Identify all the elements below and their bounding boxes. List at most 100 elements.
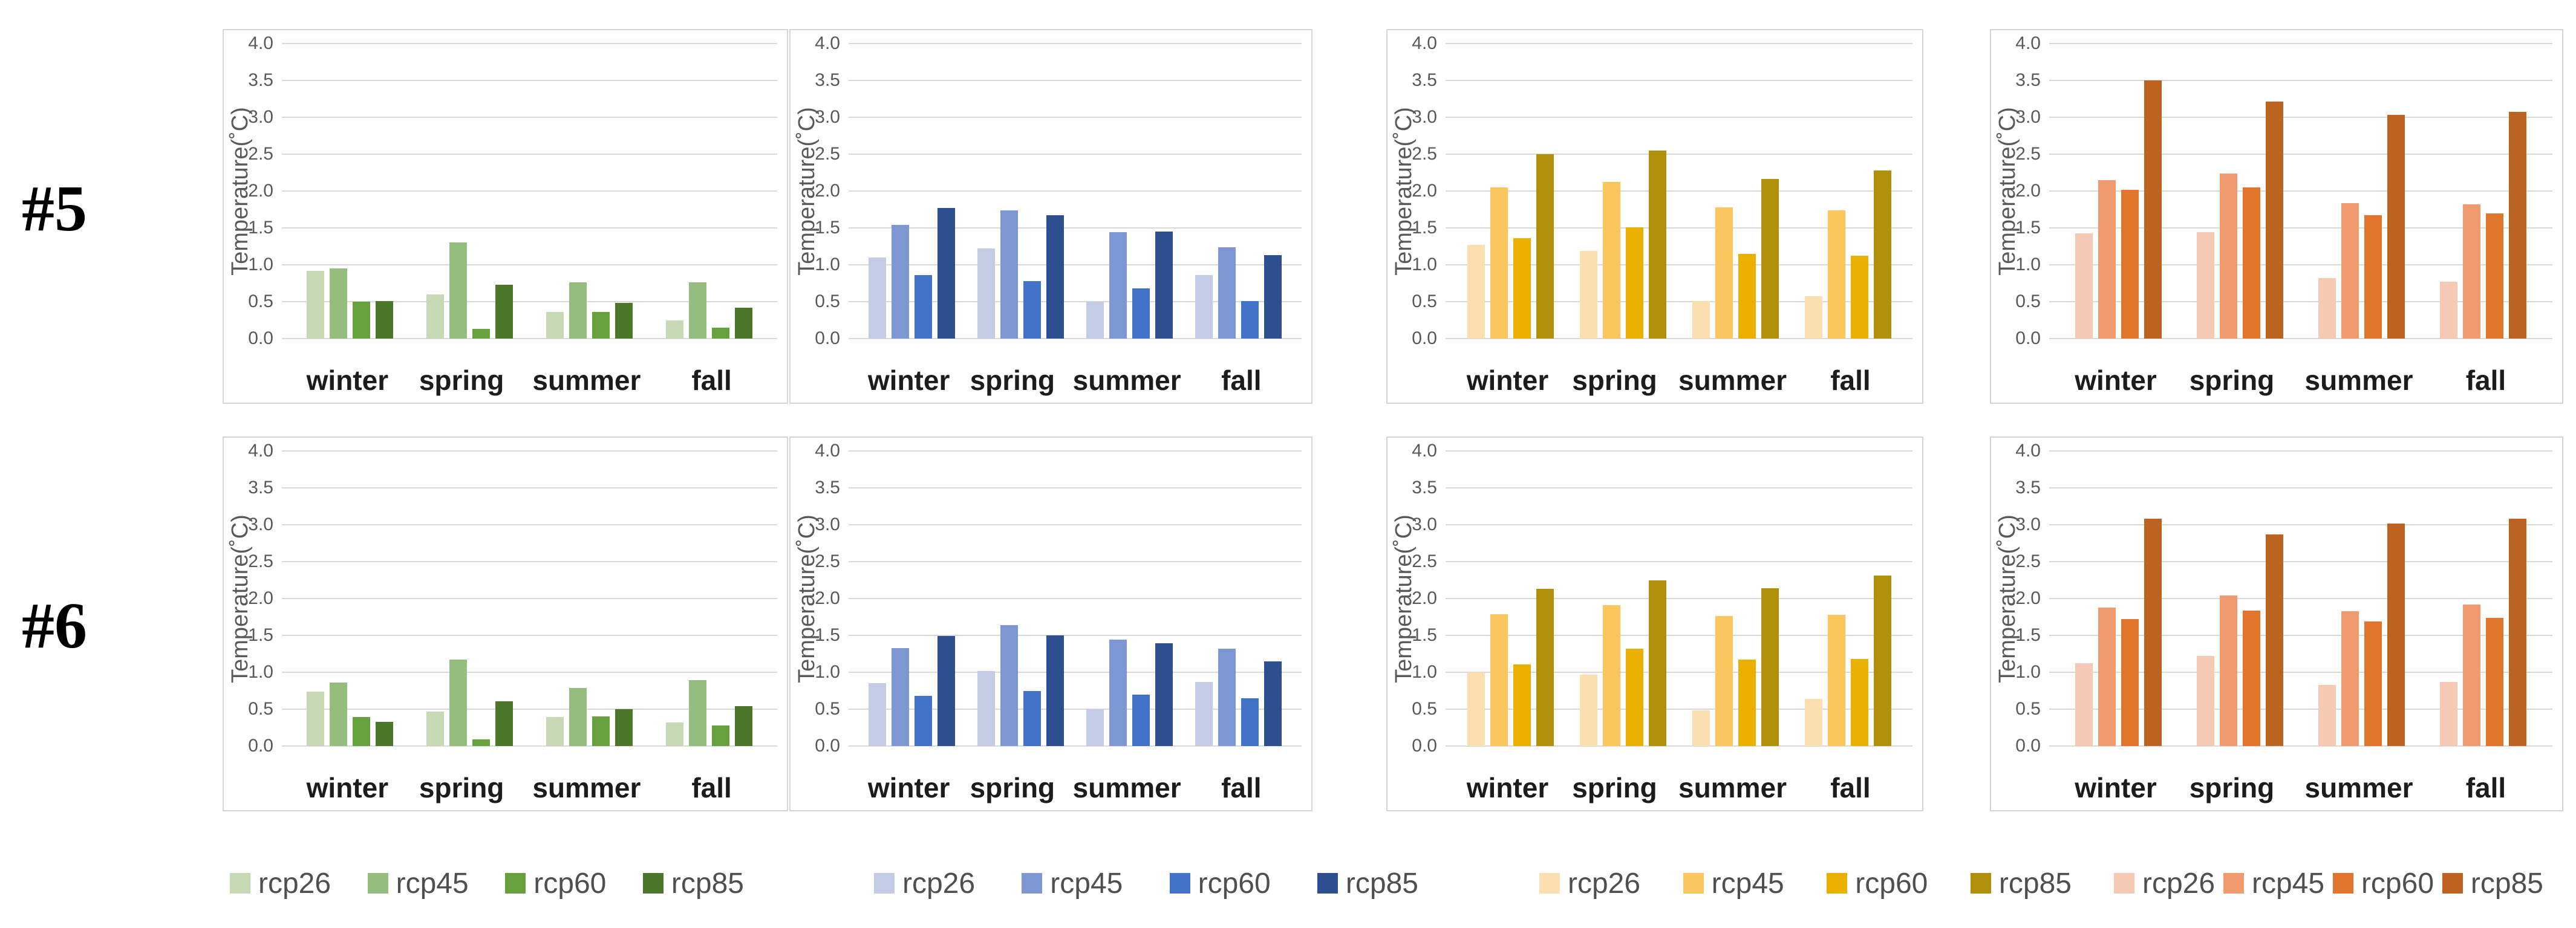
bar-rcp45 [2098, 607, 2116, 746]
x-axis: winter spring summer fall [282, 364, 777, 397]
bar-rcp85 [376, 721, 394, 746]
bar-rcp85 [734, 307, 752, 339]
y-tick-label: 1.0 [2015, 255, 2041, 274]
bar-rcp85 [937, 208, 955, 339]
bar-rcp60 [1738, 660, 1756, 746]
y-tick-label: 0.5 [2015, 699, 2041, 719]
bar-rcp60 [2121, 189, 2139, 339]
y-tick-label: 2.5 [248, 551, 273, 571]
bar-rcp45 [2220, 173, 2237, 339]
legend-item-rcp45: rcp45 [367, 867, 469, 900]
x-axis-label-summer: summer [1072, 772, 1181, 803]
legend-swatch-rcp26 [2114, 873, 2134, 894]
chart-row5-green: Temperature(˚C) 4.0 3.5 3.0 2.5 2.0 1.5 1.0 0.5 0… [223, 29, 788, 404]
bar-rcp45 [1490, 187, 1508, 339]
legend-swatch-rcp85 [2442, 873, 2463, 894]
y-tick-label: 3.0 [248, 514, 273, 534]
y-tick-label: 4.0 [815, 441, 840, 461]
bar-rcp60 [2243, 187, 2260, 339]
y-tick-label: 2.5 [2015, 144, 2041, 164]
y-tick-label: 0.5 [815, 699, 840, 719]
bar-rcp45 [1827, 210, 1845, 339]
bar-rcp26 [546, 717, 564, 746]
y-tick-label: 0.5 [248, 699, 273, 719]
bar-rcp26 [1086, 709, 1104, 746]
gridline [2049, 264, 2552, 265]
x-axis-label-winter: winter [1466, 772, 1549, 803]
bar-rcp85 [1264, 255, 1282, 339]
bar-rcp26 [2440, 681, 2457, 746]
bar-rcp85 [1536, 589, 1554, 746]
bar-group-fall [1195, 451, 1282, 746]
x-axis-label-winter: winter [867, 772, 950, 803]
y-tick-label: 2.0 [1412, 588, 1437, 608]
y-tick-label: 2.0 [815, 588, 840, 608]
y-tick-label: 3.0 [248, 107, 273, 127]
x-axis-label-fall: fall [1830, 772, 1871, 803]
bars [849, 451, 1302, 746]
legend-label-rcp60: rcp60 [1855, 867, 1928, 900]
gridline [849, 487, 1302, 488]
bar-rcp26 [1804, 698, 1822, 746]
gridline [1446, 154, 1912, 155]
bar-rcp45 [330, 268, 348, 339]
y-tick-label: 2.0 [248, 588, 273, 608]
bar-group-winter [2075, 451, 2162, 746]
gridline [1446, 598, 1912, 599]
bar-group-spring [1579, 44, 1666, 339]
bar-rcp60 [1850, 256, 1868, 339]
gridline [282, 227, 777, 229]
y-tick-label: 1.0 [815, 662, 840, 682]
bar-rcp60 [592, 716, 610, 746]
bar-rcp45 [569, 282, 587, 339]
bar-rcp60 [2364, 621, 2382, 746]
gridline [282, 80, 777, 81]
y-tick-label: 3.0 [2015, 107, 2041, 127]
y-tick-label: 1.0 [1412, 255, 1437, 274]
x-axis: winter spring summer fall [1446, 771, 1912, 804]
gridline [849, 264, 1302, 265]
bar-rcp45 [1490, 614, 1508, 746]
gridline [1446, 264, 1912, 265]
legend-swatch-rcp85 [642, 873, 664, 894]
bar-rcp60 [2243, 610, 2260, 746]
y-tick-label: 1.5 [815, 625, 840, 645]
x-axis-label-spring: spring [2189, 772, 2275, 803]
gridline [2049, 635, 2552, 636]
bar-rcp45 [2463, 604, 2480, 746]
bar-rcp85 [1761, 588, 1779, 746]
legend-item-rcp26: rcp26 [2114, 867, 2215, 900]
bar-rcp26 [1195, 275, 1213, 339]
legend-label-rcp60: rcp60 [2361, 867, 2434, 900]
x-axis-label-winter: winter [306, 365, 389, 396]
legend-label-rcp85: rcp85 [1345, 867, 1418, 900]
y-axis: 4.0 3.5 3.0 2.5 2.0 1.5 1.0 0.5 0.0 [1387, 441, 1441, 756]
legend-label-rcp45: rcp45 [1050, 867, 1123, 900]
gridline [849, 338, 1302, 339]
bar-rcp85 [1648, 150, 1666, 339]
y-tick-label: 3.5 [2015, 478, 2041, 498]
bar-rcp45 [1827, 614, 1845, 746]
y-tick-label: 1.5 [248, 625, 273, 645]
gridline [2049, 190, 2552, 192]
y-tick-label: 0.5 [1412, 699, 1437, 719]
bar-rcp45 [1109, 640, 1127, 746]
gridline [1446, 190, 1912, 192]
bar-rcp45 [2341, 203, 2359, 339]
bar-rcp85 [734, 706, 752, 746]
bar-rcp60 [2486, 213, 2503, 339]
gridline [2049, 43, 2552, 44]
y-tick-label: 0.0 [1412, 328, 1437, 348]
x-axis-label-summer: summer [1072, 365, 1181, 396]
y-tick-label: 4.0 [2015, 441, 2041, 461]
legend-item-rcp45: rcp45 [2223, 867, 2324, 900]
gridline [849, 561, 1302, 562]
bar-group-spring [2197, 44, 2283, 339]
legend-label-rcp26: rcp26 [258, 867, 331, 900]
y-tick-label: 0.0 [2015, 736, 2041, 756]
y-tick-label: 4.0 [1412, 441, 1437, 461]
gridline [849, 301, 1302, 302]
bar-group-fall [665, 44, 752, 339]
y-axis: 4.0 3.5 3.0 2.5 2.0 1.5 1.0 0.5 0.0 [1387, 33, 1441, 348]
y-tick-label: 1.5 [2015, 625, 2041, 645]
